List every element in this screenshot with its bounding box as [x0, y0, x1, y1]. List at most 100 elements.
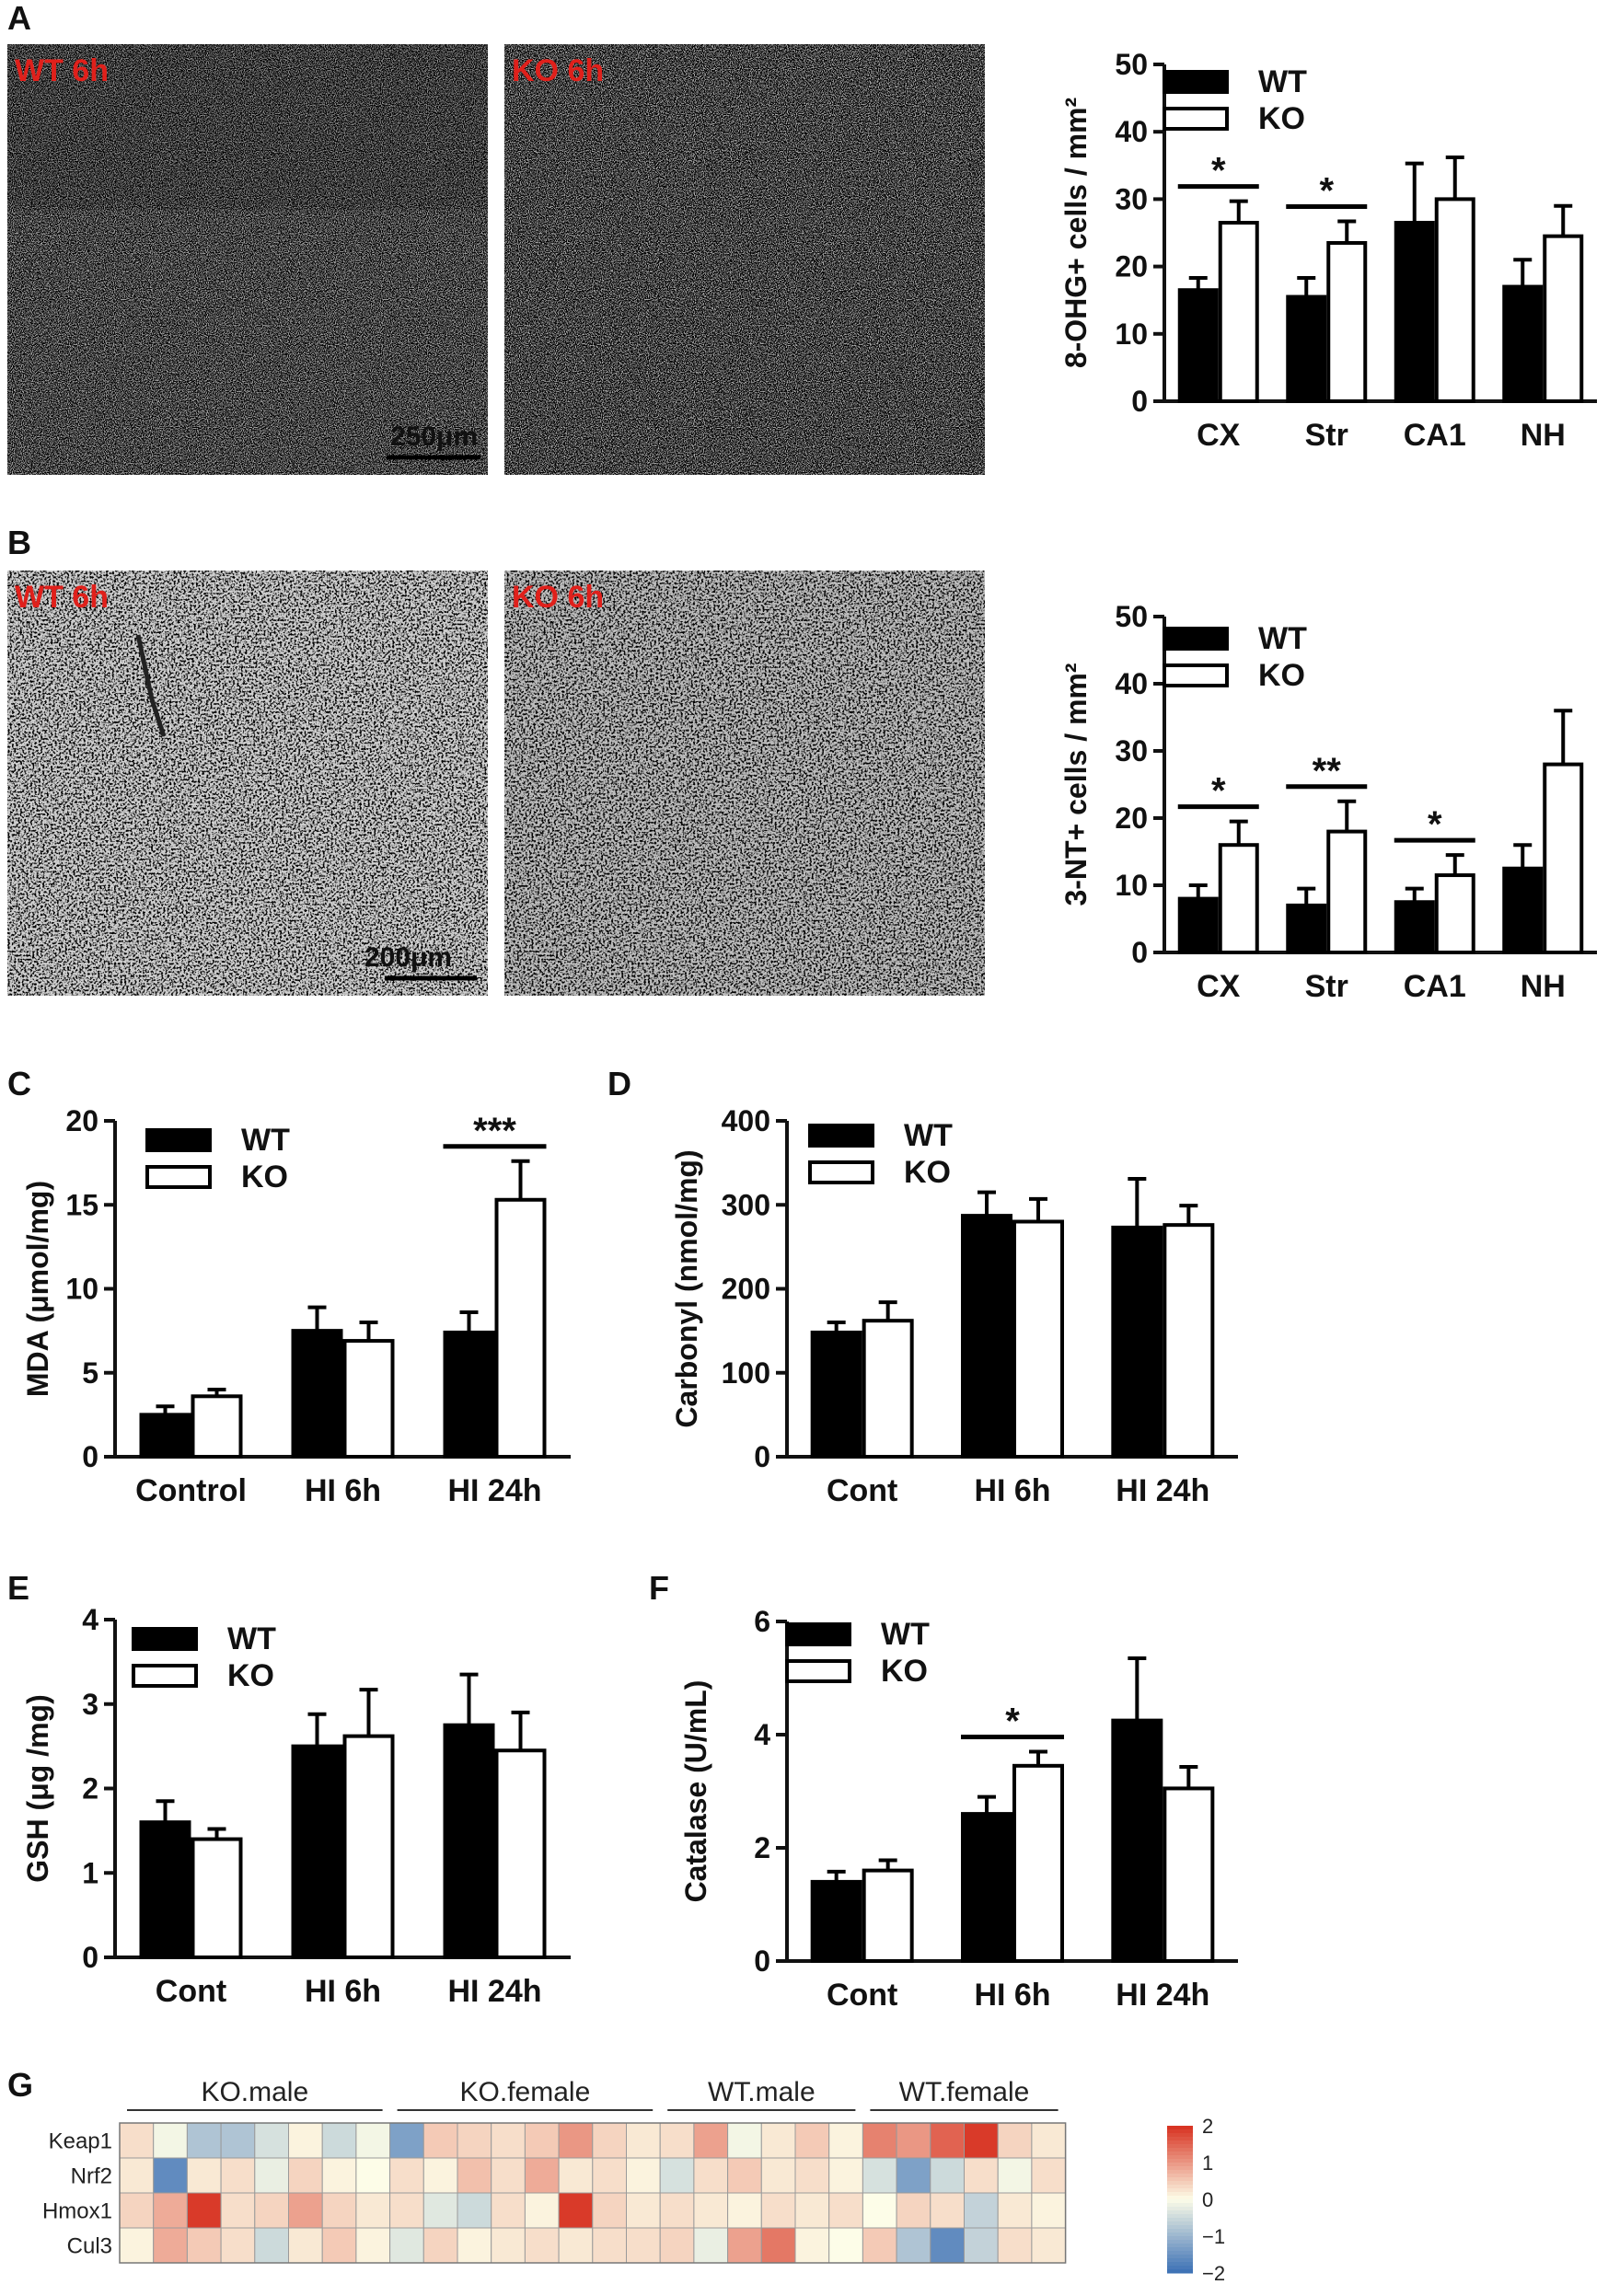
heatmap-cell [524, 2157, 560, 2194]
y-tick-label-e: 3 [82, 1688, 98, 1721]
colorbar-segment [1167, 2174, 1193, 2178]
heatmap-cell [422, 2157, 458, 2194]
significance-label-b: * [1211, 771, 1226, 812]
x-tick-label-b: CX [1197, 969, 1241, 1004]
heatmap-cell [254, 2192, 289, 2229]
bar-d-wt-2 [1111, 1225, 1163, 1459]
bar-e-wt-1 [291, 1744, 343, 1959]
y-tick-label-f: 2 [754, 1831, 770, 1864]
colorbar-tick-label: 2 [1202, 2115, 1213, 2138]
heatmap-cell [659, 2122, 695, 2159]
heatmap-cell [119, 2192, 155, 2229]
colorbar-segment [1167, 2203, 1193, 2208]
heatmap-cell [491, 2157, 526, 2194]
heatmap-cell [930, 2157, 965, 2194]
heatmap-cell [794, 2192, 830, 2229]
heatmap-cell [389, 2122, 424, 2159]
panel-label-f: F [649, 1569, 669, 1607]
bar-a-wt-3 [1502, 284, 1544, 403]
heatmap-cell [119, 2122, 155, 2159]
heatmap-cell [254, 2122, 289, 2159]
bar-c-ko-0 [191, 1394, 243, 1460]
heatmap-cell [794, 2122, 830, 2159]
y-tick-label-b: 30 [1115, 734, 1148, 767]
bar-f-ko-0 [862, 1868, 914, 1963]
bar-a-ko-1 [1326, 240, 1368, 404]
x-tick-label-f: HI 24h [1116, 1978, 1209, 2013]
heatmap-cell [727, 2227, 762, 2264]
heatmap-cell [862, 2227, 897, 2264]
group-label-2: WT.male [708, 2077, 816, 2107]
colorbar-segment [1167, 2251, 1193, 2256]
colorbar-segment [1167, 2148, 1193, 2152]
heatmap-cell [355, 2227, 391, 2264]
heatmap-cell [491, 2227, 526, 2264]
colorbar-segment [1167, 2255, 1193, 2259]
micrograph-a-ko-label: KO 6h [512, 53, 604, 88]
panel-label-c: C [7, 1065, 31, 1102]
bar-chart-c: 0 5 10 15 20 MDA (μmol/mg) Control HI 6h HI 24h *… [21, 1104, 571, 1508]
heatmap-cell [659, 2157, 695, 2194]
heatmap-cell [693, 2192, 729, 2229]
colorbar-segment [1167, 2247, 1193, 2252]
x-tick-label-b: Str [1305, 969, 1348, 1004]
legend-label-e-ko: KO [227, 1658, 274, 1693]
y-tick-label-b: 20 [1115, 802, 1148, 835]
panel-label-a: A [7, 0, 31, 37]
group-label-3: WT.female [899, 2077, 1030, 2107]
bar-b-ko-3 [1543, 762, 1584, 954]
y-tick-label-e: 4 [82, 1603, 98, 1636]
bar-b-ko-1 [1326, 829, 1368, 954]
heatmap-cell [1031, 2227, 1067, 2264]
legend-label-e-wt: WT [227, 1621, 276, 1656]
heatmap-cell [896, 2192, 931, 2229]
x-tick-label-f: Cont [827, 1978, 897, 2013]
row-label-nrf2: Nrf2 [71, 2163, 112, 2188]
legend-label-c-wt: WT [241, 1123, 290, 1158]
micrograph-b-wt-label: WT 6h [15, 580, 109, 615]
bar-f-ko-1 [1012, 1763, 1064, 1963]
bar-e-wt-2 [443, 1723, 495, 1959]
bar-f-wt-0 [810, 1879, 862, 1964]
heatmap-cell [693, 2157, 729, 2194]
y-axis-label-b: 3-NT+ cells / mm² [1059, 663, 1093, 906]
heatmap-cell [288, 2122, 323, 2159]
heatmap-cell [896, 2157, 931, 2194]
colorbar-segment [1167, 2133, 1193, 2138]
heatmap-cell [220, 2227, 256, 2264]
colorbar-segment [1167, 2140, 1193, 2145]
bar-f-wt-1 [961, 1812, 1012, 1963]
heatmap-cell [828, 2227, 863, 2264]
bar-chart-a: 0 10 20 30 40 50 8-OHG+ cells / mm² CX Str CA1 NH *… [1059, 48, 1597, 453]
heatmap-cell [930, 2122, 965, 2159]
colorbar-segment [1167, 2185, 1193, 2189]
heatmap-cell [558, 2157, 594, 2194]
significance-label-a: * [1319, 171, 1334, 212]
heatmap-cell [220, 2192, 256, 2229]
colorbar-tick-label: −1 [1202, 2225, 1225, 2248]
heatmap-cell [491, 2122, 526, 2159]
heatmap-cell [659, 2192, 695, 2229]
colorbar-segment [1167, 2269, 1193, 2274]
x-tick-label-e: HI 24h [447, 1974, 541, 2009]
heatmap-cell [355, 2157, 391, 2194]
y-tick-label-a: 30 [1115, 182, 1148, 215]
heatmap-cell [794, 2157, 830, 2194]
colorbar-segment [1167, 2221, 1193, 2226]
micrograph-a-wt-label: WT 6h [15, 53, 109, 88]
heatmap-cell [254, 2227, 289, 2264]
group-label-1: KO.female [460, 2077, 591, 2107]
y-tick-label-d: 200 [722, 1273, 770, 1306]
colorbar-segment [1167, 2196, 1193, 2200]
bar-a-ko-3 [1543, 234, 1584, 403]
heatmap-cell [389, 2227, 424, 2264]
legend-label-d-wt: WT [904, 1118, 953, 1153]
heatmap-border [119, 2122, 1067, 2264]
heatmap-cell [491, 2192, 526, 2229]
heatmap-cell [626, 2157, 661, 2194]
heatmap-cell [119, 2157, 155, 2194]
y-axis-label-a: 8-OHG+ cells / mm² [1059, 98, 1093, 368]
bar-a-wt-1 [1286, 294, 1327, 404]
